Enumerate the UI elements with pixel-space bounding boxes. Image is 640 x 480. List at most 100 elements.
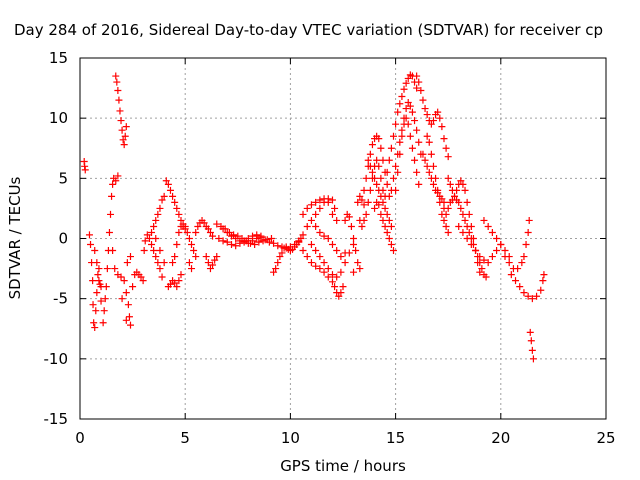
data-point [461, 186, 469, 194]
data-point [320, 259, 328, 267]
data-point [505, 259, 513, 267]
data-point [91, 247, 99, 255]
data-point [129, 283, 137, 291]
data-point [328, 241, 336, 249]
data-point [324, 235, 332, 242]
data-point [356, 265, 364, 273]
data-point [518, 259, 526, 267]
data-point [480, 256, 488, 264]
data-point [125, 313, 133, 321]
data-point [312, 210, 320, 218]
data-point [413, 168, 421, 176]
y-axis-title: SDTVAR / TECUs [6, 176, 24, 299]
data-point [415, 138, 423, 146]
data-point [169, 192, 177, 200]
data-point [444, 204, 452, 212]
x-tick-label: 15 [386, 429, 405, 447]
data-point [373, 156, 381, 164]
data-point [152, 216, 160, 224]
data-point [444, 153, 452, 161]
data-point [274, 259, 282, 267]
data-point [527, 337, 535, 345]
data-point [278, 249, 286, 257]
data-point [122, 289, 130, 297]
data-point [356, 192, 364, 200]
data-point [525, 216, 533, 224]
data-point [175, 277, 183, 285]
x-tick-label: 20 [491, 429, 510, 447]
data-point [364, 198, 372, 206]
data-point [377, 174, 385, 182]
data-point [200, 219, 208, 227]
data-point [154, 259, 162, 267]
data-point [429, 162, 437, 170]
data-point [493, 247, 501, 255]
data-point [303, 222, 311, 230]
y-tick-label: 10 [49, 109, 68, 127]
data-point [347, 222, 355, 230]
data-point [331, 204, 339, 212]
data-point [423, 111, 431, 119]
data-point [398, 126, 406, 134]
data-point [333, 216, 341, 224]
data-point [173, 283, 181, 291]
data-point [204, 225, 212, 233]
data-point [140, 247, 148, 255]
data-point [141, 237, 149, 245]
data-point [152, 253, 160, 261]
data-point [442, 144, 450, 152]
data-point [316, 196, 324, 204]
data-point [379, 216, 387, 224]
data-point [223, 228, 231, 236]
data-point [213, 253, 221, 261]
data-point [278, 243, 286, 251]
data-point [514, 265, 522, 273]
data-point [341, 259, 349, 267]
data-point [97, 297, 105, 305]
y-tick-label: -5 [53, 290, 68, 308]
data-point [251, 241, 259, 249]
x-axis-title: GPS time / hours [280, 457, 406, 475]
data-point [497, 241, 505, 249]
data-point [240, 238, 248, 246]
data-point [102, 283, 110, 291]
data-point [440, 135, 448, 143]
x-tick-label: 5 [180, 429, 190, 447]
data-point [451, 192, 459, 200]
data-point [270, 268, 278, 276]
data-point [316, 204, 324, 212]
data-point [377, 210, 385, 218]
data-point [400, 85, 408, 93]
data-point [360, 201, 368, 209]
data-point [307, 259, 315, 267]
data-point [107, 210, 115, 218]
data-point [402, 79, 410, 87]
data-point [122, 123, 130, 131]
data-point [427, 150, 435, 158]
data-point [232, 235, 240, 242]
data-point [158, 273, 166, 281]
data-point [404, 74, 412, 82]
data-point [119, 136, 127, 144]
data-point [350, 241, 358, 249]
data-point [257, 232, 265, 240]
data-point [333, 273, 341, 281]
data-point [211, 256, 219, 264]
data-point [219, 225, 227, 233]
y-tick-label: -10 [44, 350, 69, 368]
data-point [488, 253, 496, 261]
data-point [419, 96, 427, 104]
data-point [81, 166, 89, 174]
data-point [421, 156, 429, 164]
data-point [528, 295, 536, 303]
data-point [190, 247, 198, 255]
data-point [389, 132, 397, 140]
data-point [360, 216, 368, 224]
data-point [265, 238, 273, 246]
data-point [209, 261, 217, 269]
data-point [512, 277, 520, 285]
data-point [358, 222, 366, 230]
data-point [117, 117, 125, 125]
data-point [185, 235, 193, 242]
data-point [474, 259, 482, 267]
